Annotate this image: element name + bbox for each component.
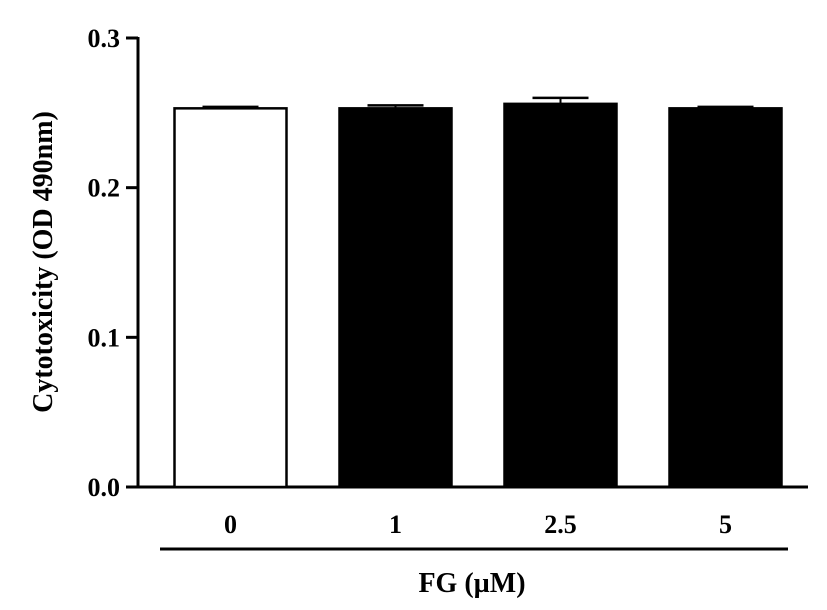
y-axis-title: Cytotoxicity (OD 490nm) [28, 111, 59, 413]
bar [173, 107, 288, 489]
bar [338, 107, 453, 489]
bar [503, 102, 618, 489]
y-tick-label: 0.0 [88, 473, 121, 502]
error-bars [202, 96, 754, 109]
x-tick-label: 5 [719, 510, 732, 539]
bar [668, 107, 783, 489]
category-labels: 0 1 2.5 5 [224, 510, 732, 539]
bars [173, 102, 783, 489]
y-tick-label: 0.1 [88, 323, 121, 352]
x-tick-label: 2.5 [544, 510, 577, 539]
x-axis-title: FG (µM) [418, 568, 525, 599]
y-tick-label: 0.3 [88, 24, 121, 53]
y-tick-label: 0.2 [88, 174, 121, 203]
y-axis: 0.0 0.1 0.2 0.3 [88, 24, 140, 502]
x-tick-label: 1 [389, 510, 402, 539]
x-tick-label: 0 [224, 510, 237, 539]
